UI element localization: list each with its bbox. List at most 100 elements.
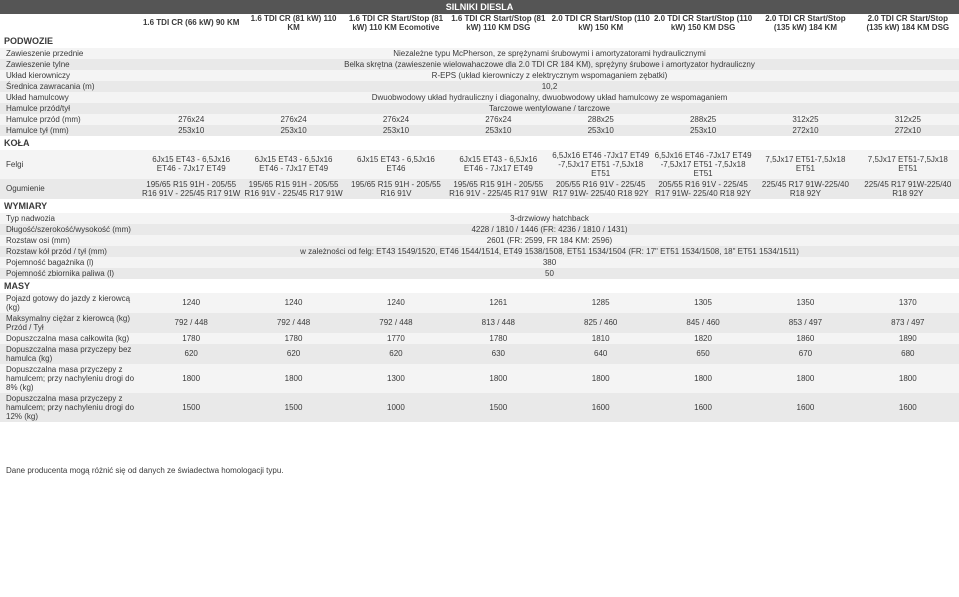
row-span-value: w zależności od felg: ET43 1549/1520, ET… <box>140 246 959 257</box>
table-row: Felgi6Jx15 ET43 - 6,5Jx16 ET46 - 7Jx17 E… <box>0 150 959 179</box>
cell-value: 253x10 <box>652 125 754 136</box>
table-row: Pojemność bagażnika (l)380 <box>0 257 959 268</box>
table-row: Średnica zawracania (m)10,2 <box>0 81 959 92</box>
cell-value: 792 / 448 <box>242 313 344 333</box>
cell-value: 1800 <box>447 364 549 393</box>
row-label: Dopuszczalna masa przyczepy z hamulcem; … <box>0 364 140 393</box>
cell-value: 1800 <box>550 364 652 393</box>
cell-value: 195/65 R15 91H - 205/55 R16 91V <box>345 179 447 199</box>
cell-value: 620 <box>345 344 447 364</box>
variant-7: 2.0 TDI CR Start/Stop (135 kW) 184 KM DS… <box>857 14 959 34</box>
cell-value: 873 / 497 <box>857 313 959 333</box>
row-label: Dopuszczalna masa całkowita (kg) <box>0 333 140 344</box>
cell-value: 1305 <box>652 293 754 313</box>
cell-value: 272x10 <box>754 125 856 136</box>
cell-value: 1350 <box>754 293 856 313</box>
variant-4: 2.0 TDI CR Start/Stop (110 kW) 150 KM <box>550 14 652 34</box>
section-header: MASY <box>0 279 959 293</box>
row-span-value: 3-drzwiowy hatchback <box>140 213 959 224</box>
row-label: Maksymalny ciężar z kierowcą (kg) Przód … <box>0 313 140 333</box>
spec-table: 1.6 TDI CR (66 kW) 90 KM 1.6 TDI CR (81 … <box>0 14 959 422</box>
row-label: Rozstaw osi (mm) <box>0 235 140 246</box>
row-label: Ogumienie <box>0 179 140 199</box>
variant-1: 1.6 TDI CR (81 kW) 110 KM <box>242 14 344 34</box>
cell-value: 276x24 <box>345 114 447 125</box>
row-span-value: 10,2 <box>140 81 959 92</box>
row-span-value: 50 <box>140 268 959 279</box>
cell-value: 620 <box>242 344 344 364</box>
cell-value: 825 / 460 <box>550 313 652 333</box>
title-bar: SILNIKI DIESLA <box>0 0 959 14</box>
cell-value: 312x25 <box>857 114 959 125</box>
row-span-value: 2601 (FR: 2599, FR 184 KM: 2596) <box>140 235 959 246</box>
row-span-value: Tarczowe wentylowane / tarczowe <box>140 103 959 114</box>
cell-value: 205/55 R16 91V - 225/45 R17 91W- 225/40 … <box>652 179 754 199</box>
cell-value: 6Jx15 ET43 - 6,5Jx16 ET46 - 7Jx17 ET49 <box>140 150 242 179</box>
cell-value: 6Jx15 ET43 - 6,5Jx16 ET46 <box>345 150 447 179</box>
table-row: Hamulce tył (mm)253x10253x10253x10253x10… <box>0 125 959 136</box>
row-span-value: 380 <box>140 257 959 268</box>
header-blank <box>0 14 140 34</box>
table-row: Hamulce przód/tyłTarczowe wentylowane / … <box>0 103 959 114</box>
cell-value: 1240 <box>345 293 447 313</box>
cell-value: 253x10 <box>242 125 344 136</box>
row-label: Układ kierowniczy <box>0 70 140 81</box>
cell-value: 853 / 497 <box>754 313 856 333</box>
table-row: Zawieszenie tylneBelka skrętna (zawiesze… <box>0 59 959 70</box>
cell-value: 1300 <box>345 364 447 393</box>
cell-value: 253x10 <box>550 125 652 136</box>
cell-value: 1261 <box>447 293 549 313</box>
header-row: 1.6 TDI CR (66 kW) 90 KM 1.6 TDI CR (81 … <box>0 14 959 34</box>
cell-value: 640 <box>550 344 652 364</box>
cell-value: 272x10 <box>857 125 959 136</box>
variant-2: 1.6 TDI CR Start/Stop (81 kW) 110 KM Eco… <box>345 14 447 34</box>
cell-value: 195/65 R15 91H - 205/55 R16 91V - 225/45… <box>140 179 242 199</box>
row-span-value: R-EPS (układ kierowniczy z elektrycznym … <box>140 70 959 81</box>
variant-5: 2.0 TDI CR Start/Stop (110 kW) 150 KM DS… <box>652 14 754 34</box>
row-label: Typ nadwozia <box>0 213 140 224</box>
cell-value: 792 / 448 <box>345 313 447 333</box>
cell-value: 1600 <box>857 393 959 422</box>
row-label: Układ hamulcowy <box>0 92 140 103</box>
table-row: Zawieszenie przednieNiezależne typu McPh… <box>0 48 959 59</box>
cell-value: 288x25 <box>652 114 754 125</box>
cell-value: 1240 <box>242 293 344 313</box>
row-span-value: Dwuobwodowy układ hydrauliczny i diagona… <box>140 92 959 103</box>
cell-value: 1000 <box>345 393 447 422</box>
cell-value: 1600 <box>652 393 754 422</box>
cell-value: 1285 <box>550 293 652 313</box>
cell-value: 205/55 R16 91V - 225/45 R17 91W- 225/40 … <box>550 179 652 199</box>
variant-0: 1.6 TDI CR (66 kW) 90 KM <box>140 14 242 34</box>
table-row: Rozstaw kół przód / tył (mm)w zależności… <box>0 246 959 257</box>
cell-value: 1860 <box>754 333 856 344</box>
cell-value: 276x24 <box>140 114 242 125</box>
table-row: Typ nadwozia3-drzwiowy hatchback <box>0 213 959 224</box>
table-row: Dopuszczalna masa przyczepy z hamulcem; … <box>0 393 959 422</box>
cell-value: 1780 <box>242 333 344 344</box>
table-row: Układ kierowniczyR-EPS (układ kierownicz… <box>0 70 959 81</box>
cell-value: 1500 <box>447 393 549 422</box>
cell-value: 1800 <box>754 364 856 393</box>
table-row: Dopuszczalna masa przyczepy z hamulcem; … <box>0 364 959 393</box>
row-label: Pojemność zbiornika paliwa (l) <box>0 268 140 279</box>
cell-value: 1600 <box>550 393 652 422</box>
row-label: Zawieszenie przednie <box>0 48 140 59</box>
cell-value: 276x24 <box>242 114 344 125</box>
cell-value: 288x25 <box>550 114 652 125</box>
table-row: Rozstaw osi (mm)2601 (FR: 2599, FR 184 K… <box>0 235 959 246</box>
row-label: Hamulce przód (mm) <box>0 114 140 125</box>
cell-value: 225/45 R17 91W-225/40 R18 92Y <box>754 179 856 199</box>
row-label: Pojemność bagażnika (l) <box>0 257 140 268</box>
cell-value: 6,5Jx16 ET46 -7Jx17 ET49 -7,5Jx17 ET51 -… <box>550 150 652 179</box>
row-label: Hamulce tył (mm) <box>0 125 140 136</box>
row-span-value: Belka skrętna (zawieszenie wielowahaczow… <box>140 59 959 70</box>
cell-value: 813 / 448 <box>447 313 549 333</box>
cell-value: 670 <box>754 344 856 364</box>
row-label: Dopuszczalna masa przyczepy bez hamulca … <box>0 344 140 364</box>
cell-value: 6,5Jx16 ET46 -7Jx17 ET49 -7,5Jx17 ET51 -… <box>652 150 754 179</box>
cell-value: 845 / 460 <box>652 313 754 333</box>
cell-value: 7,5Jx17 ET51-7,5Jx18 ET51 <box>754 150 856 179</box>
cell-value: 1890 <box>857 333 959 344</box>
footer-note: Dane producenta mogą różnić się od danyc… <box>0 462 959 479</box>
cell-value: 195/65 R15 91H - 205/55 R16 91V - 225/45… <box>242 179 344 199</box>
